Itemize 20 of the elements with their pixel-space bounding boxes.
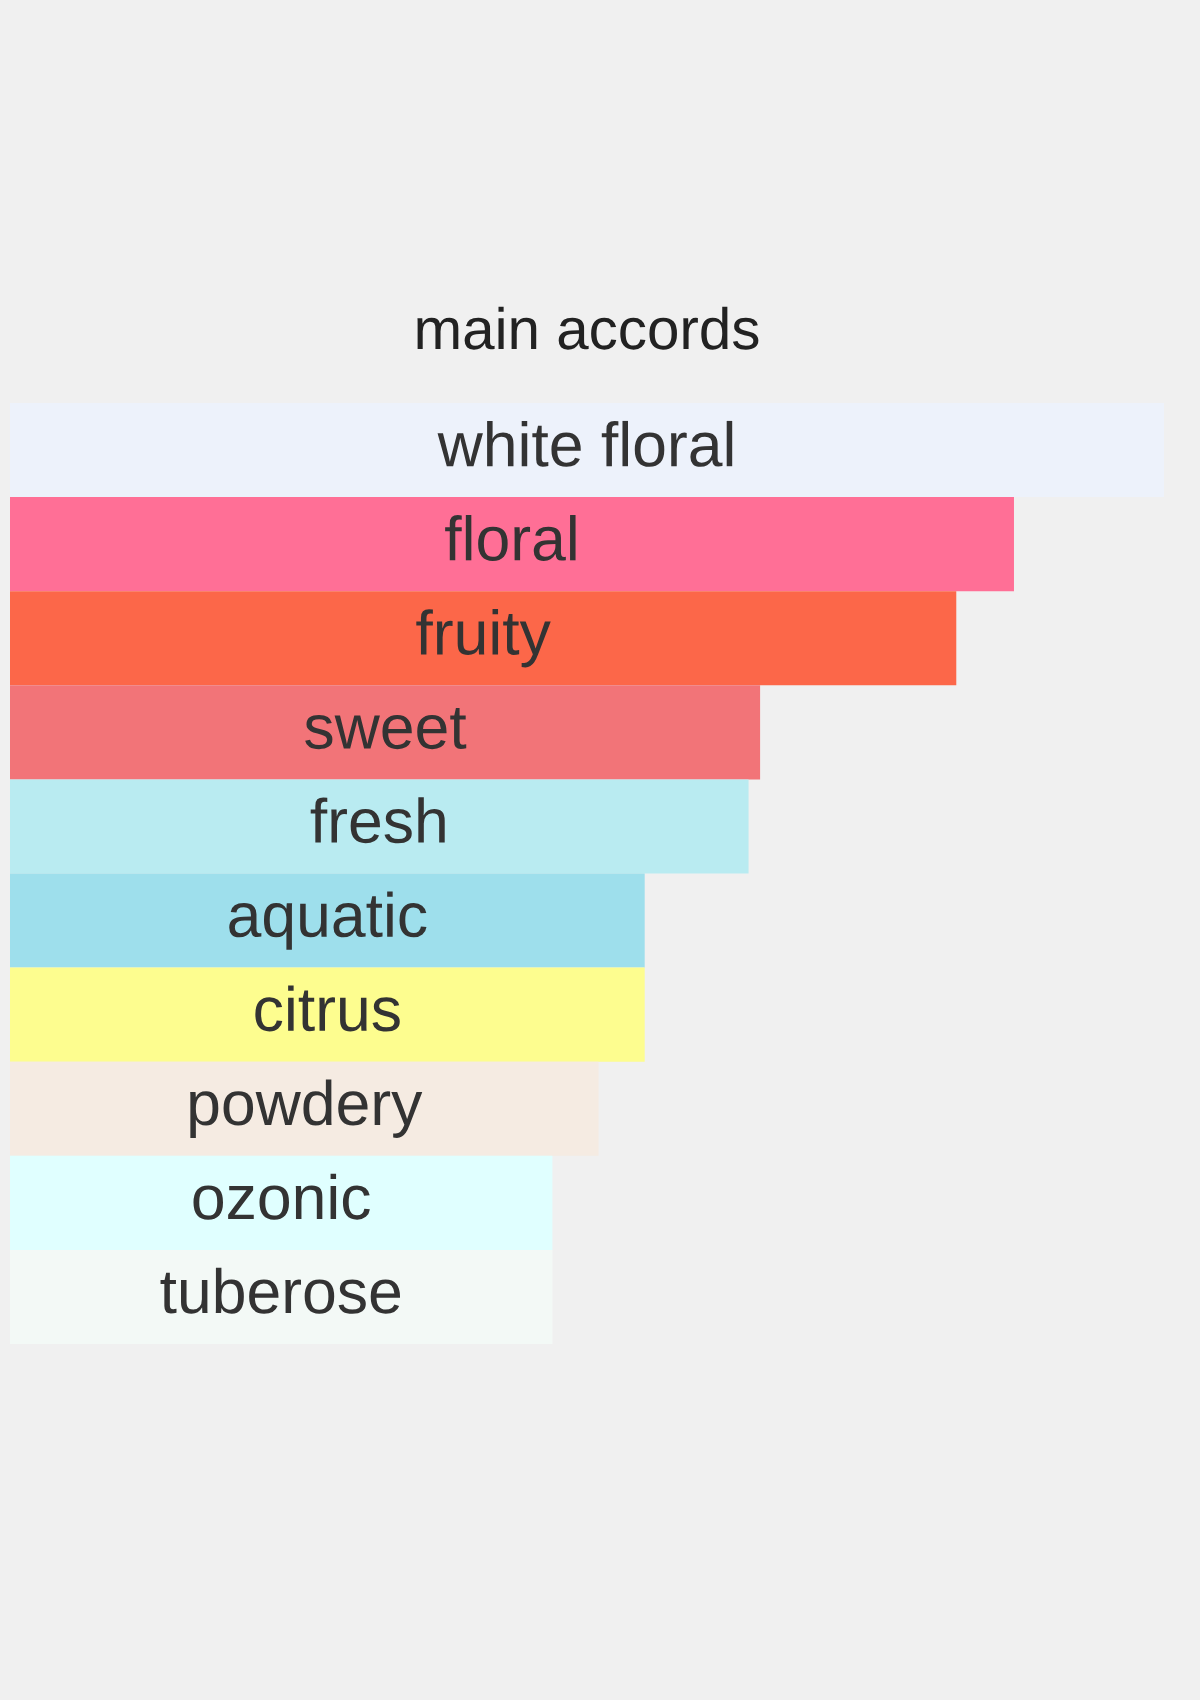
bar: [10, 873, 645, 968]
bar: [10, 591, 957, 686]
y-tick-label: fruity: [416, 609, 551, 668]
y-tick-label: floral: [445, 515, 576, 561]
bar: [10, 967, 645, 1062]
y-tick-label: fresh: [310, 797, 445, 844]
y-tick-label: sweet: [305, 708, 467, 750]
bar: [10, 403, 1164, 498]
bar: [10, 497, 1014, 592]
y-tick-label: white floral: [437, 420, 733, 467]
chart-title: main accords: [417, 306, 759, 350]
bar: [10, 685, 761, 780]
bar: [10, 1061, 599, 1156]
y-tick-label: ozonic: [193, 1173, 370, 1220]
y-tick-label: citrus: [255, 985, 400, 1032]
bar: [10, 779, 749, 874]
y-tick-label: tuberose: [160, 1267, 401, 1314]
bar: [10, 1155, 553, 1250]
y-tick-label: aquatic: [229, 891, 427, 950]
y-tick-label: powdery: [190, 1079, 423, 1138]
